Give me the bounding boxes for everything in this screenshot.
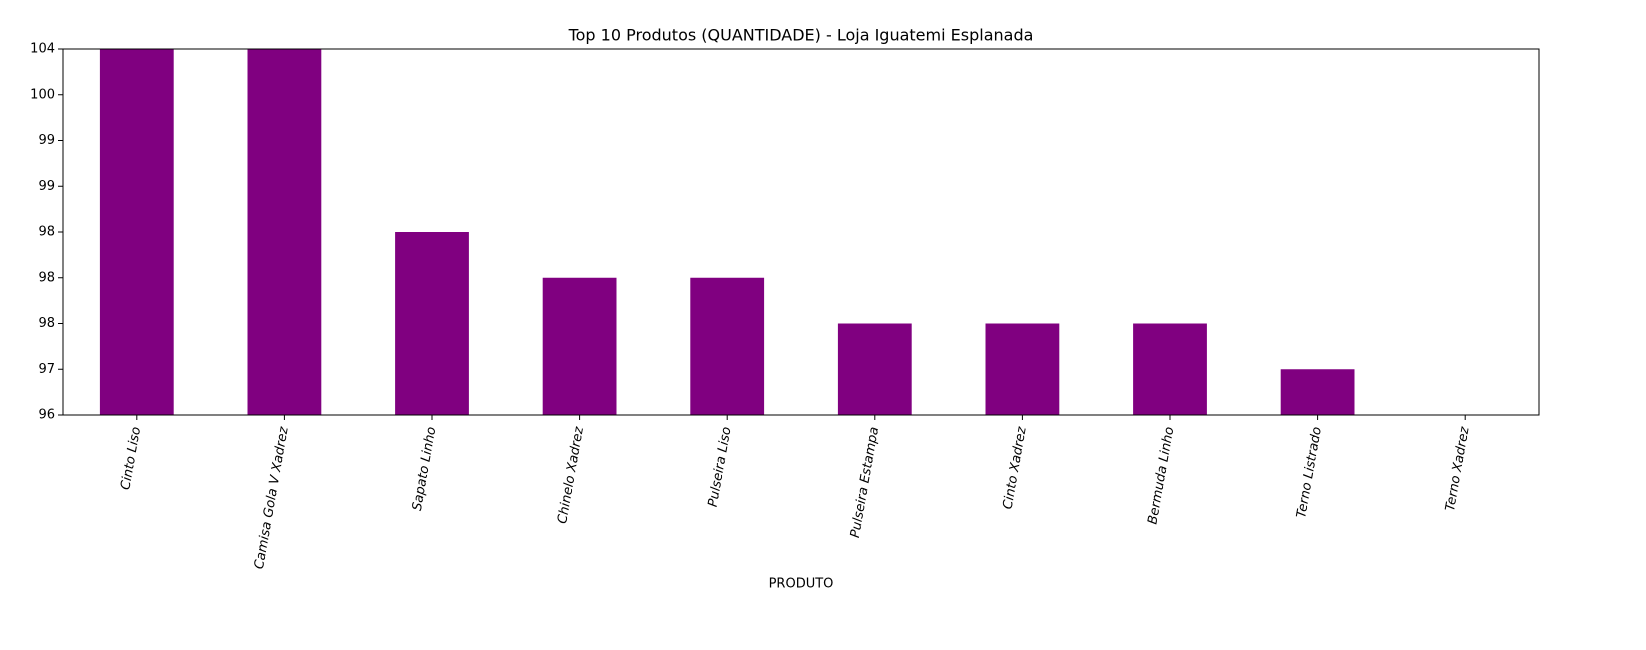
- y-tick-label: 100: [30, 87, 55, 102]
- x-tick-label: Terno Listrado: [1294, 426, 1325, 519]
- bar: [985, 323, 1060, 415]
- x-tick-label: Camisa Gola V Xadrez: [252, 425, 292, 571]
- y-tick-label: 99: [38, 179, 55, 194]
- x-tick-label: Terno Xadrez: [1443, 425, 1473, 513]
- x-tick-label: Bermuda Linho: [1145, 426, 1177, 526]
- bar: [99, 49, 174, 415]
- bar: [1280, 369, 1355, 415]
- y-tick-label: 97: [38, 362, 55, 377]
- x-tick-label: Pulseira Liso: [706, 426, 735, 509]
- x-axis-label: PRODUTO: [769, 577, 834, 592]
- y-tick-label: 99: [38, 133, 55, 148]
- x-tick-label: Cinto Xadrez: [1001, 425, 1030, 511]
- y-tick-label: 98: [38, 270, 55, 285]
- plot-area: [99, 49, 1355, 415]
- y-tick-label: 98: [38, 316, 55, 331]
- bar: [395, 232, 469, 415]
- y-tick-label: 98: [38, 225, 55, 240]
- x-tick-label: Cinto Liso: [118, 426, 144, 491]
- y-tick-label: 96: [38, 408, 55, 423]
- bar: [1133, 323, 1207, 415]
- bar: [542, 277, 617, 415]
- bar: [837, 323, 912, 415]
- bar: [690, 277, 765, 415]
- x-tick-label: Pulseira Estampa: [848, 426, 882, 539]
- bar: [247, 49, 322, 415]
- chart-title: Top 10 Produtos (QUANTIDADE) - Loja Igua…: [568, 26, 1034, 45]
- x-tick-label: Chinelo Xadrez: [555, 425, 587, 525]
- y-tick-label: 104: [30, 42, 55, 57]
- x-tick-label: Sapato Linho: [410, 426, 440, 512]
